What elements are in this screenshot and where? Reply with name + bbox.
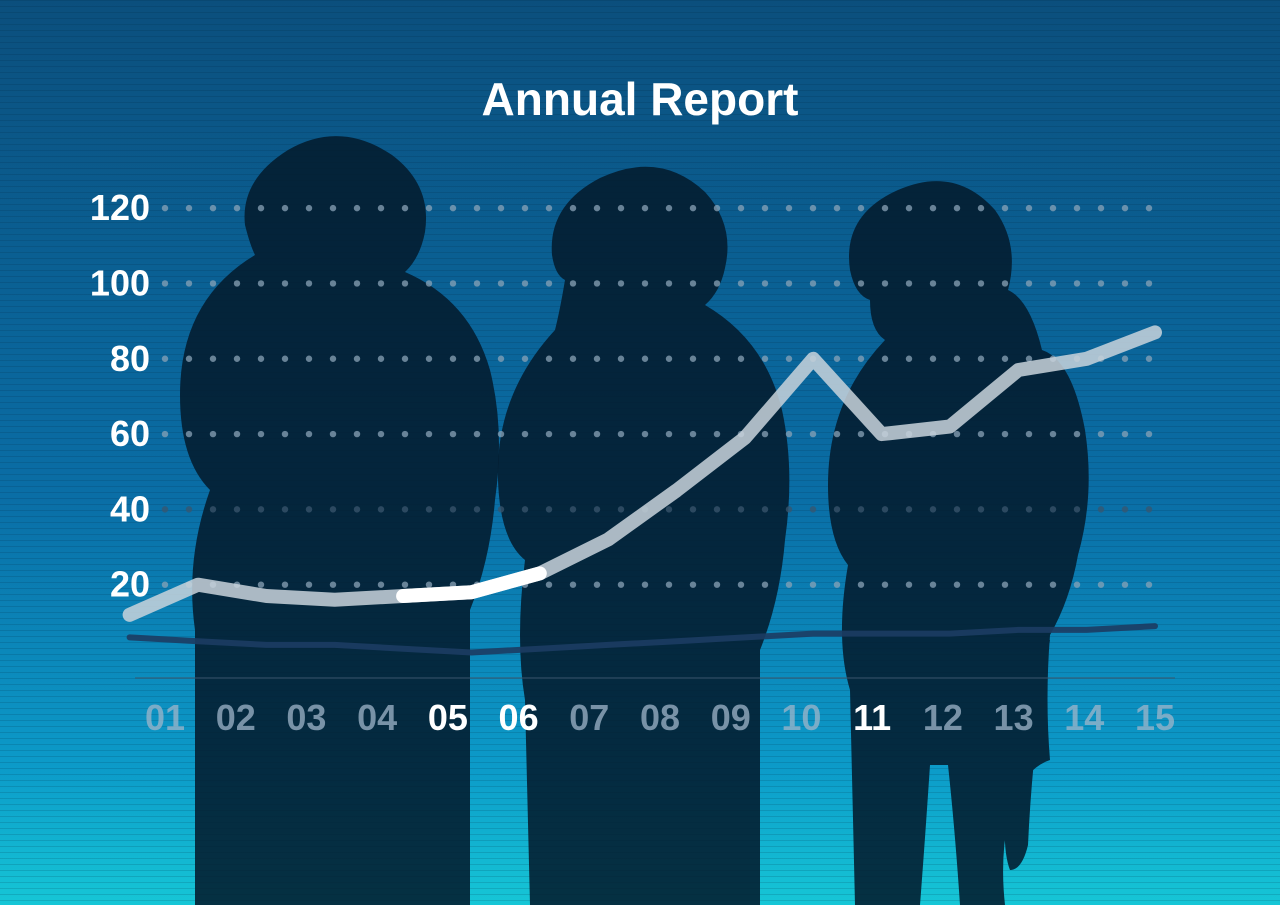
y-tick-label: 100 — [90, 262, 150, 303]
chart-title: Annual Report — [482, 73, 799, 125]
chart-svg: 20 40 60 80 100 120 01 02 03 04 05 06 07 08 09 10 11 12 13… — [0, 0, 1280, 905]
x-tick-label: 07 — [569, 697, 609, 738]
x-tick-label: 14 — [1064, 697, 1104, 738]
x-tick-label: 01 — [145, 697, 185, 738]
y-tick-label: 40 — [110, 488, 150, 529]
x-tick-label: 12 — [923, 697, 963, 738]
x-axis-labels: 01 02 03 04 05 06 07 08 09 10 11 12 13 14 15 — [145, 697, 1175, 738]
x-tick-label: 04 — [357, 697, 397, 738]
y-tick-label: 60 — [110, 413, 150, 454]
x-tick-label: 13 — [994, 697, 1034, 738]
y-tick-label: 120 — [90, 187, 150, 228]
x-tick-label: 03 — [286, 697, 326, 738]
x-tick-label: 08 — [640, 697, 680, 738]
x-tick-label: 11 — [853, 697, 891, 738]
x-tick-label: 10 — [781, 697, 821, 738]
x-tick-label: 02 — [216, 697, 256, 738]
x-tick-label: 15 — [1135, 697, 1175, 738]
x-tick-label: 09 — [711, 697, 751, 738]
y-tick-label: 20 — [110, 564, 150, 605]
annual-report-chart: 20 40 60 80 100 120 01 02 03 04 05 06 07 08 09 10 11 12 13… — [0, 0, 1280, 905]
y-tick-label: 80 — [110, 338, 150, 379]
x-tick-label: 05 — [428, 697, 468, 738]
x-tick-label: 06 — [499, 697, 539, 738]
